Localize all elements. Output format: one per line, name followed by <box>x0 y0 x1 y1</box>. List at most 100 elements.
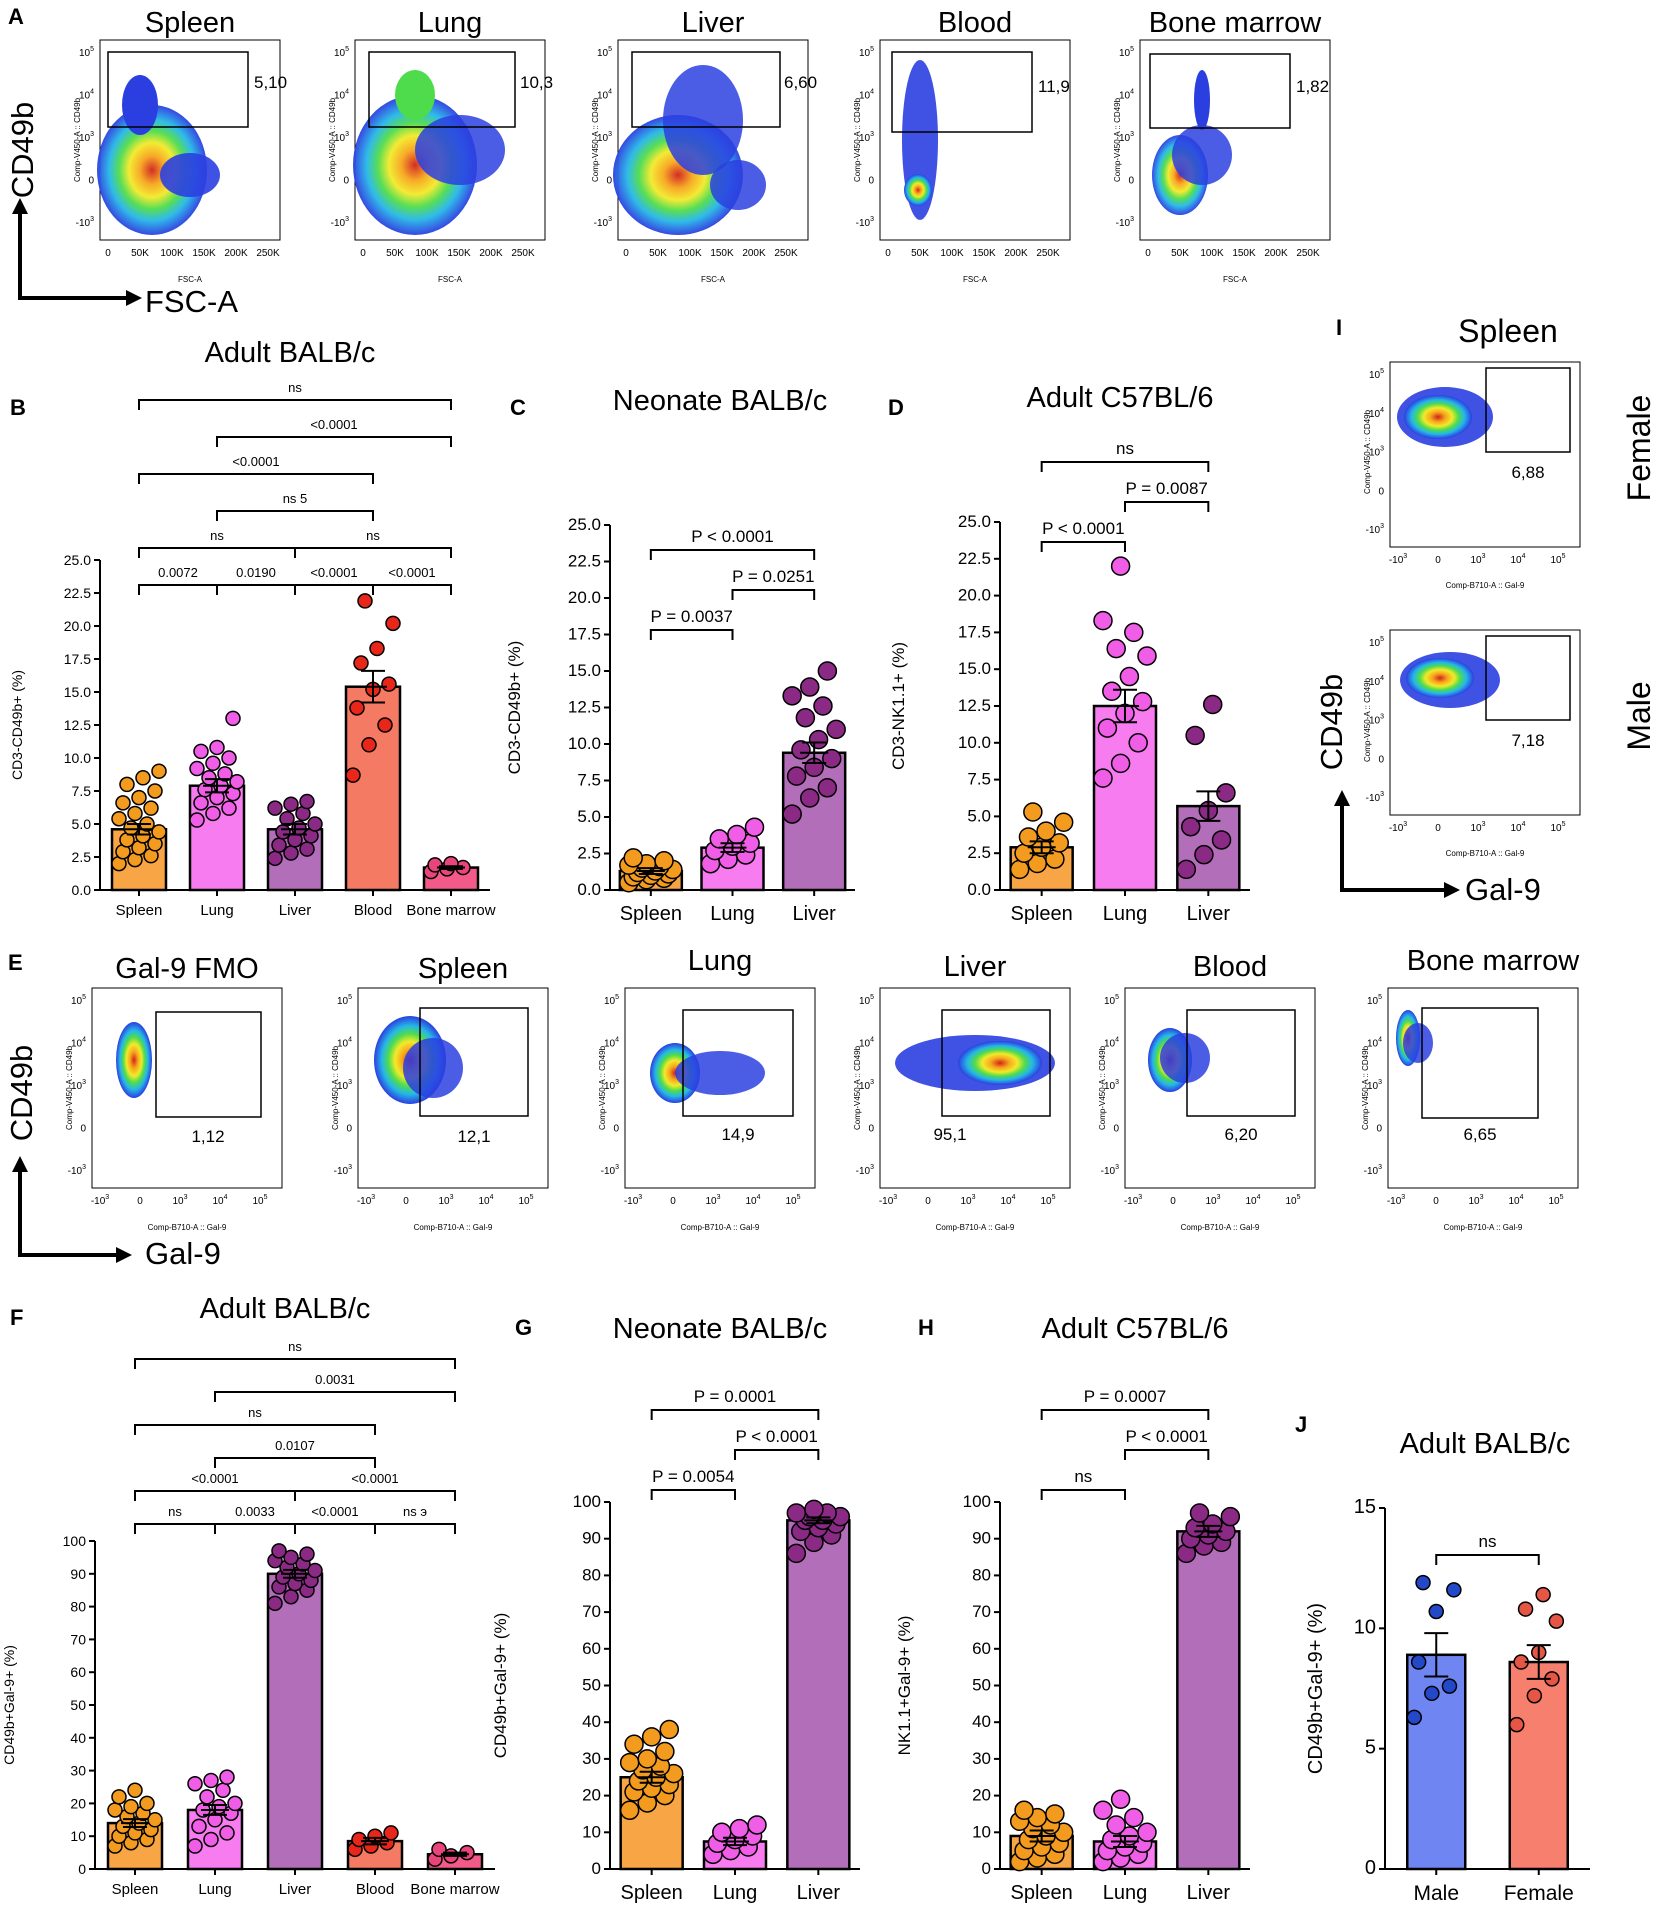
flow-ytick-label: 0 <box>868 176 874 187</box>
significance-label: P = 0.0251 <box>732 567 814 586</box>
data-point <box>377 717 393 733</box>
y-tick-label: 5 <box>1365 1737 1376 1759</box>
flow-ytick-label: 0 <box>1378 754 1384 765</box>
flow-xtick-label: 100K <box>678 248 702 259</box>
category-label: Spleen <box>1011 903 1073 925</box>
flow-ytick-label: 104 <box>337 1037 352 1050</box>
flow-xtick-label: 105 <box>785 1194 800 1207</box>
flow-xtick-label: 0 <box>885 248 891 259</box>
axis-caption-x: Comp-B710-A :: Gal-9 <box>1181 1223 1260 1232</box>
data-point <box>619 1752 640 1773</box>
data-point <box>187 1838 203 1854</box>
flow-xtick-label-exp: 4 <box>1520 1194 1524 1201</box>
flow-title: Lung <box>688 945 753 977</box>
flow-ytick-label: 103 <box>1119 131 1134 144</box>
flow-xtick-label: 103 <box>1470 553 1485 566</box>
data-point <box>1137 1822 1157 1843</box>
data-point <box>1216 783 1236 803</box>
y-tick-label: 5.0 <box>72 816 92 832</box>
data-point <box>808 729 829 750</box>
data-point <box>786 1543 807 1564</box>
significance-bracket <box>1040 1489 1126 1500</box>
flow-ytick-label: 103 <box>859 1079 874 1092</box>
flow-xtick-label-exp: 5 <box>1562 821 1566 828</box>
significance-label: ns э <box>403 1504 427 1519</box>
chart-F: Adult BALB/c F 0 10 20 30 40 50 60 70 80 90 100 CD49b… <box>1 1293 500 1898</box>
y-tick-label: 20.0 <box>568 588 601 607</box>
y-axis-label: NK1.1+Gal-9+ (%) <box>895 1616 914 1756</box>
data-point <box>123 1798 139 1815</box>
data-point <box>800 677 820 697</box>
y-tick-label: 22.5 <box>958 549 991 568</box>
y-tick-label: 0 <box>78 1861 86 1877</box>
flow-xtick-label-exp: 3 <box>450 1194 454 1201</box>
significance-label: P < 0.0001 <box>1125 1427 1207 1446</box>
chart-title: Neonate BALB/c <box>613 385 827 417</box>
flow-xtick-label-exp: 5 <box>1052 1194 1056 1201</box>
category-label: Blood <box>354 902 392 919</box>
chart-G: Neonate BALB/c G 0 10 20 30 40 50 60 70 80 90 100 CD4… <box>491 1313 860 1904</box>
data-point <box>199 1789 215 1805</box>
chart-title: Adult C57BL/6 <box>1026 382 1213 414</box>
y-tick-label: 100 <box>573 1492 601 1511</box>
y-tick-label: 10 <box>1354 1616 1376 1638</box>
significance-label: P = 0.0037 <box>650 607 732 626</box>
data-point <box>115 795 131 811</box>
data-point <box>271 1543 287 1559</box>
data-point <box>351 1831 367 1848</box>
category-label: Liver <box>797 1882 841 1904</box>
y-tick-label: 17.5 <box>64 651 91 667</box>
gate-value: 11,9 <box>1038 77 1070 96</box>
flow-ytick-label: 104 <box>71 1037 86 1050</box>
flow-ytick-label: 105 <box>334 46 349 59</box>
data-point <box>1093 768 1113 788</box>
flow-xtick-label: 200K <box>224 248 248 259</box>
y-tick-label: 20.0 <box>958 586 991 605</box>
category-label: Lung <box>713 1882 758 1904</box>
flow-ytick-label-exp: 3 <box>82 1164 86 1171</box>
axis-I-ylabel: CD49b <box>1314 674 1349 771</box>
flow-ytick-label-exp: 3 <box>1380 523 1384 530</box>
flow-xtick-label: 250K <box>1296 248 1320 259</box>
significance-label: P < 0.0001 <box>735 1427 817 1446</box>
flow-ytick-label-exp: 4 <box>615 1037 619 1044</box>
flow-title: Blood <box>1193 951 1267 983</box>
flow-xtick-label: 0 <box>670 1196 676 1207</box>
flow-ytick-label: -103 <box>1116 216 1134 229</box>
flow-ytick-label: 0 <box>343 176 349 187</box>
data-point <box>1093 610 1113 631</box>
y-axis-label: CD3-CD49b+ (%) <box>505 641 524 775</box>
y-tick-label: 0 <box>982 1859 991 1878</box>
gate-value: 6,60 <box>784 73 817 92</box>
flow-ytick-label: 104 <box>1367 1037 1382 1050</box>
flow-ytick-label-exp: 3 <box>608 216 612 223</box>
significance-label: <0.0001 <box>191 1471 238 1486</box>
y-tick-label: 40 <box>972 1712 991 1731</box>
data-point <box>201 770 217 786</box>
significance-label: ns <box>1116 439 1134 458</box>
significance-bracket <box>650 1489 736 1500</box>
flow-ytick-label-exp: 3 <box>90 131 94 138</box>
flow-ytick-label: 103 <box>597 131 612 144</box>
significance-label: <0.0001 <box>310 565 357 580</box>
flow-ytick-label: 104 <box>1369 675 1384 688</box>
y-tick-label: 70 <box>582 1602 601 1621</box>
y-tick-label: 60 <box>70 1664 86 1680</box>
y-axis-label: CD49b+Gal-9+ (%) <box>491 1613 510 1759</box>
flow-ytick-label-exp: 3 <box>1130 131 1134 138</box>
data-point <box>267 800 283 816</box>
flow-xtick-label-exp: 3 <box>717 1194 721 1201</box>
y-tick-label: 0 <box>592 1859 601 1878</box>
flow-ytick-label: -103 <box>334 1164 352 1177</box>
flow-xtick-label: 103 <box>438 1194 453 1207</box>
flow-xtick-label: 0 <box>1170 1196 1176 1207</box>
category-label: Liver <box>1187 1882 1231 1904</box>
panel-letters: A E I <box>8 4 1342 975</box>
axis-caption-x: FSC-A <box>1223 275 1248 284</box>
data-point <box>205 755 221 772</box>
flow-xtick-label: -103 <box>91 1194 109 1207</box>
flow-ytick-label-exp: 3 <box>615 1079 619 1086</box>
flow-xtick-label-exp: 4 <box>1522 553 1526 560</box>
data-point <box>1023 802 1043 822</box>
significance-label: P = 0.0001 <box>694 1387 776 1406</box>
